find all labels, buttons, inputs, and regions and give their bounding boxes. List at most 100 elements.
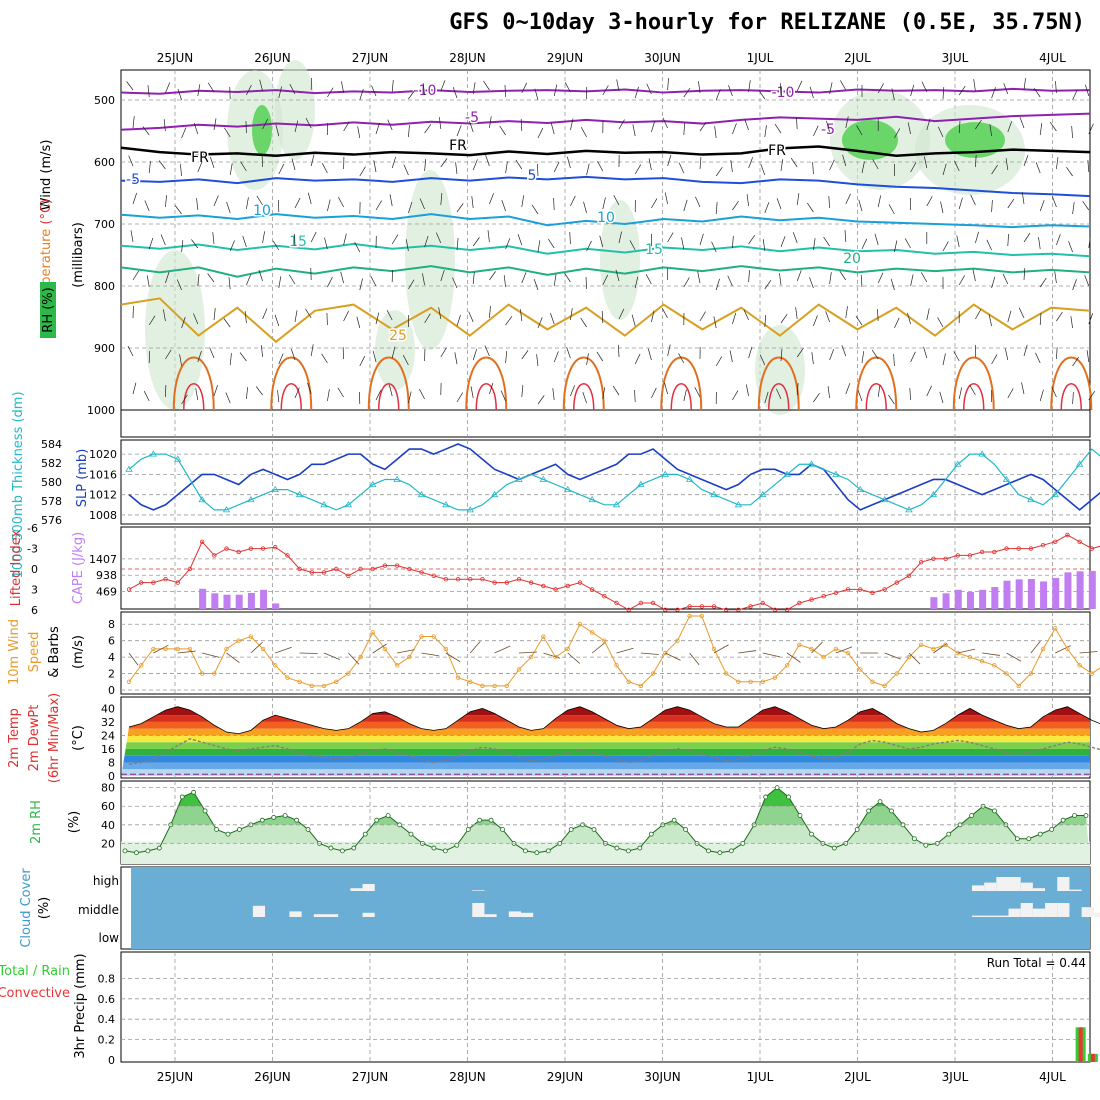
wind-barb xyxy=(372,643,387,654)
wind-barb xyxy=(667,344,671,357)
wind-barb xyxy=(648,158,652,171)
wind-barb xyxy=(599,235,604,248)
lifted-point xyxy=(297,566,302,572)
rh-point xyxy=(866,808,872,814)
date-label-top: 25JUN xyxy=(157,51,194,65)
rh-point xyxy=(202,808,208,814)
precip-tick: 0.8 xyxy=(98,972,116,985)
lifted-point xyxy=(699,604,705,609)
wind-frame xyxy=(120,611,1091,695)
wind-barb xyxy=(132,270,140,281)
wind-axis-label-3: & Barbs xyxy=(47,626,62,678)
wind-barb xyxy=(888,204,895,215)
cloud-high-bar xyxy=(1069,889,1082,891)
wind-barb xyxy=(631,314,636,327)
lifted-tick: 0 xyxy=(31,563,38,576)
wind-barb xyxy=(699,157,702,170)
wind-axis-label-4: (m/s) xyxy=(71,635,86,669)
wind-barb xyxy=(762,652,781,658)
wind-barb xyxy=(262,231,265,244)
wind-barb xyxy=(570,118,574,131)
wind-barb xyxy=(678,162,685,174)
temp-band xyxy=(121,728,1090,736)
temp-band xyxy=(121,755,1090,763)
wind-speed-point xyxy=(614,663,619,668)
wind-barb xyxy=(829,272,832,285)
rh-tick: 60 xyxy=(101,800,115,813)
date-label-top: 30JUN xyxy=(644,51,681,65)
wind-barb xyxy=(452,87,458,99)
isotherm-35 xyxy=(963,383,985,411)
wind-speed-point xyxy=(138,663,144,668)
wind-barb xyxy=(537,395,545,405)
wind-barb xyxy=(796,80,803,92)
wind-barb xyxy=(732,123,737,135)
wind-barb xyxy=(891,88,895,101)
thickness-tick: 580 xyxy=(41,476,62,489)
rh-point xyxy=(259,817,265,823)
wind-barb xyxy=(1007,388,1014,399)
dewpoint-line xyxy=(128,738,1100,765)
wind-barb xyxy=(871,349,879,360)
cloud-high-bar xyxy=(472,890,485,891)
wind-barb xyxy=(424,235,429,248)
wind-barb xyxy=(694,387,701,398)
wind-barb xyxy=(537,164,539,177)
wind-barb xyxy=(591,642,605,654)
wind-barb xyxy=(520,309,523,322)
lifted-point xyxy=(370,566,375,572)
wind-barb xyxy=(359,88,364,101)
wind-barb xyxy=(386,310,393,321)
lifted-point xyxy=(797,600,802,606)
wind-barb xyxy=(521,272,527,284)
rh-point xyxy=(385,813,391,818)
wind-barb xyxy=(158,160,166,170)
wind-barb xyxy=(683,199,688,212)
wind-speed-point xyxy=(333,679,339,684)
precip-frame xyxy=(120,951,1091,1063)
isotherm-FR xyxy=(120,145,1091,158)
wind-barb xyxy=(278,86,282,99)
thickness-point xyxy=(856,485,864,492)
wind-barb xyxy=(890,278,895,291)
lifted-point xyxy=(833,590,839,595)
wind-barb xyxy=(828,196,830,209)
wind-barb xyxy=(518,651,537,654)
wind-tick: 6 xyxy=(108,635,115,648)
wind-barb xyxy=(348,652,360,665)
wind-barb xyxy=(1007,198,1015,209)
wind-barb xyxy=(586,353,589,366)
wind-barb xyxy=(601,311,604,324)
wind-barb xyxy=(811,641,823,654)
isotherm-30 xyxy=(952,356,995,411)
temp-band xyxy=(121,762,1090,770)
lifted-point xyxy=(748,604,753,609)
wind-barb xyxy=(548,238,555,249)
wind-speed-point xyxy=(126,679,132,684)
wind-barb xyxy=(469,121,474,133)
rh-shading xyxy=(755,325,805,415)
precip-convective-bar xyxy=(1090,1053,1095,1062)
wind-barb xyxy=(714,126,717,139)
lifted-point xyxy=(163,577,168,582)
wind-barb xyxy=(796,348,804,358)
rh-point xyxy=(911,836,917,842)
wind-barb xyxy=(760,164,766,176)
lifted-point xyxy=(285,553,290,558)
lifted-point xyxy=(979,549,985,555)
lifted-point xyxy=(589,587,595,592)
rh-point xyxy=(145,848,151,854)
rh-point xyxy=(134,850,139,856)
wind-barb xyxy=(926,118,931,131)
date-label-top: 2JUL xyxy=(844,51,871,65)
wind-barb xyxy=(972,269,976,282)
rh-tick: 20 xyxy=(101,837,115,850)
wind-barb xyxy=(667,154,672,167)
wind-barb xyxy=(612,385,620,396)
wind-barb xyxy=(505,351,508,364)
wind-barb xyxy=(829,82,833,95)
rh-shading-high xyxy=(945,122,1005,158)
wind-barb xyxy=(618,231,622,244)
isotherm-label: -5 xyxy=(465,110,479,126)
wind-barb xyxy=(1003,83,1009,95)
